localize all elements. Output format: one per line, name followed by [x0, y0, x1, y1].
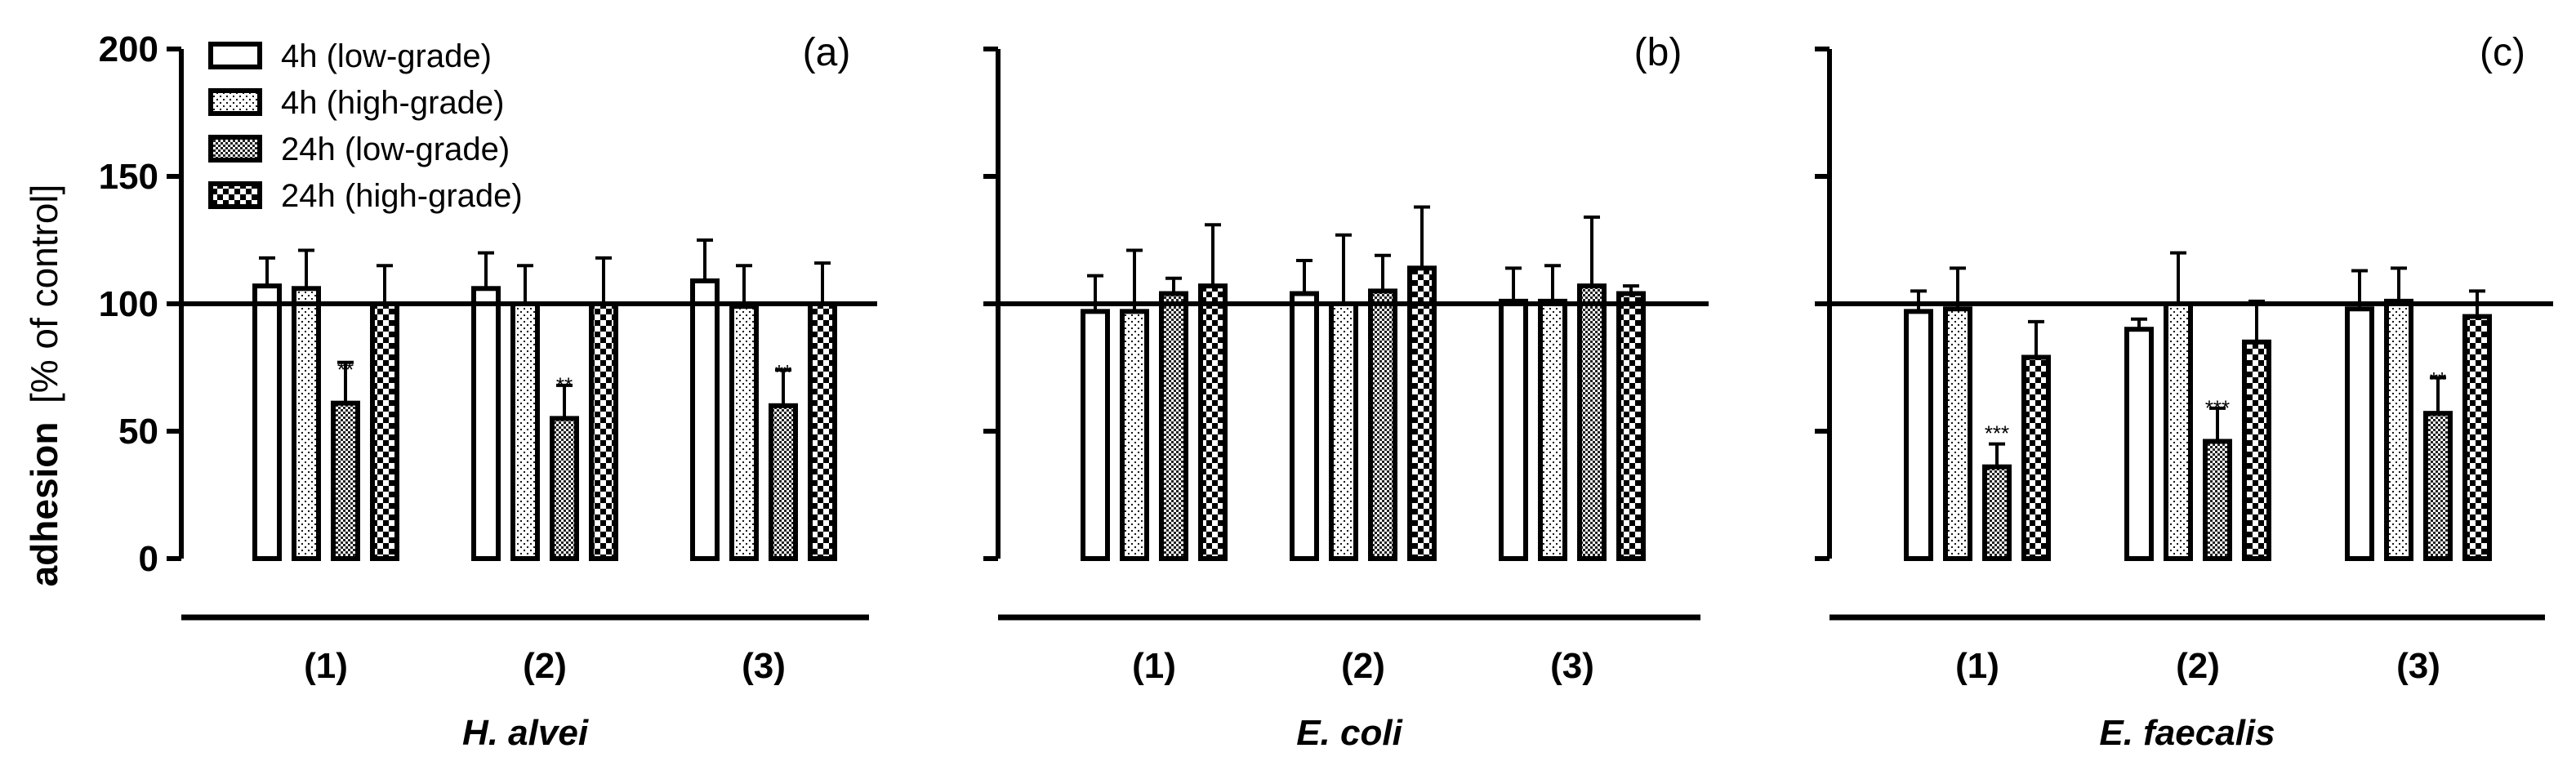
- bar: [1198, 283, 1228, 561]
- bar: [292, 286, 321, 561]
- bar: [2021, 354, 2051, 561]
- legend-swatch: [208, 42, 262, 69]
- bar: [2203, 439, 2232, 561]
- legend-item: 24h (high-grade): [208, 178, 523, 214]
- panel-title: E. faecalis: [2099, 713, 2275, 753]
- significance-label: **: [556, 372, 573, 397]
- legend-item: 4h (high-grade): [208, 85, 505, 121]
- legend-label: 24h (high-grade): [281, 178, 523, 214]
- bar: [2384, 298, 2413, 561]
- significance-label: **: [2430, 367, 2446, 392]
- legend-item: 24h (low-grade): [208, 131, 510, 167]
- y-axis-unit: [% of control]: [23, 185, 65, 403]
- panel-1: 0 50 100 150 200 ** (1) ** (2) ** (3) (a) H. alvei: [99, 29, 877, 753]
- significance-label: ***: [2205, 395, 2230, 420]
- bar: [1120, 309, 1149, 561]
- category-label: (1): [304, 646, 348, 686]
- legend-swatch: [208, 181, 262, 209]
- significance-label: ***: [1985, 421, 2009, 446]
- bar: [1982, 464, 2012, 561]
- bar: [252, 283, 282, 561]
- panel-title: H. alvei: [462, 713, 589, 753]
- y-tick-label: 150: [99, 157, 158, 197]
- bar: [471, 286, 501, 561]
- category-label: (3): [742, 646, 786, 686]
- bar: [1159, 291, 1188, 561]
- bar: [1538, 298, 1567, 561]
- significance-label: **: [775, 360, 791, 385]
- bar: [1081, 309, 1110, 561]
- bar: [2423, 411, 2453, 561]
- category-label: (2): [523, 646, 567, 686]
- legend-label: 24h (low-grade): [281, 131, 510, 167]
- y-tick-label: 50: [118, 412, 158, 452]
- bar: [808, 301, 837, 561]
- panel-2: (1) (2) (3) (b) E. coli: [983, 31, 1709, 753]
- category-label: (3): [2396, 646, 2440, 686]
- bar: [2164, 301, 2193, 561]
- y-tick-label: 0: [139, 539, 158, 579]
- category-label: (3): [1550, 646, 1594, 686]
- panel-3: *** (1) *** (2) ** (3) (c) E. faecalis: [1815, 31, 2553, 753]
- y-axis-title: adhesion [% of control]: [23, 185, 65, 587]
- bar: [1290, 291, 1319, 561]
- y-tick-label: 200: [99, 29, 158, 69]
- legend-label: 4h (high-grade): [281, 85, 505, 121]
- bar: [1943, 306, 1972, 561]
- bar: [690, 278, 720, 561]
- bar: [1904, 309, 1933, 561]
- bar: [2124, 327, 2154, 561]
- bar: [331, 400, 360, 561]
- y-axis-label: adhesion: [23, 421, 65, 586]
- bar: [729, 304, 759, 561]
- bar: [1499, 298, 1528, 561]
- bar: [1577, 283, 1607, 561]
- bar: [370, 301, 399, 561]
- legend-swatch: [208, 135, 262, 163]
- category-label: (2): [1341, 646, 1385, 686]
- panel-letter: (a): [803, 31, 851, 74]
- chart-panels: 0 50 100 150 200 ** (1) ** (2) ** (3) (a) H. alvei (1…: [99, 29, 2553, 753]
- panel-title: E. coli: [1296, 713, 1402, 753]
- bar: [1407, 265, 1437, 561]
- bar: [1616, 291, 1646, 561]
- category-label: (1): [1132, 646, 1176, 686]
- bar: [550, 416, 579, 562]
- bar: [510, 301, 540, 561]
- bar: [769, 403, 798, 561]
- significance-label: **: [337, 358, 354, 382]
- bar: [1329, 301, 1358, 561]
- y-tick-label: 100: [99, 284, 158, 324]
- bar: [2242, 339, 2271, 561]
- legend-swatch: [208, 88, 262, 116]
- bar: [2345, 306, 2374, 561]
- legend-item: 4h (low-grade): [208, 38, 492, 74]
- category-label: (1): [1955, 646, 1999, 686]
- panel-letter: (c): [2480, 31, 2525, 74]
- legend-label: 4h (low-grade): [281, 38, 492, 74]
- bar: [1368, 288, 1397, 561]
- category-label: (2): [2176, 646, 2220, 686]
- legend: 4h (low-grade) 4h (high-grade) 24h (low-gr…: [208, 38, 523, 214]
- bar: [589, 301, 618, 561]
- panel-letter: (b): [1634, 31, 1682, 74]
- bar: [2462, 314, 2492, 561]
